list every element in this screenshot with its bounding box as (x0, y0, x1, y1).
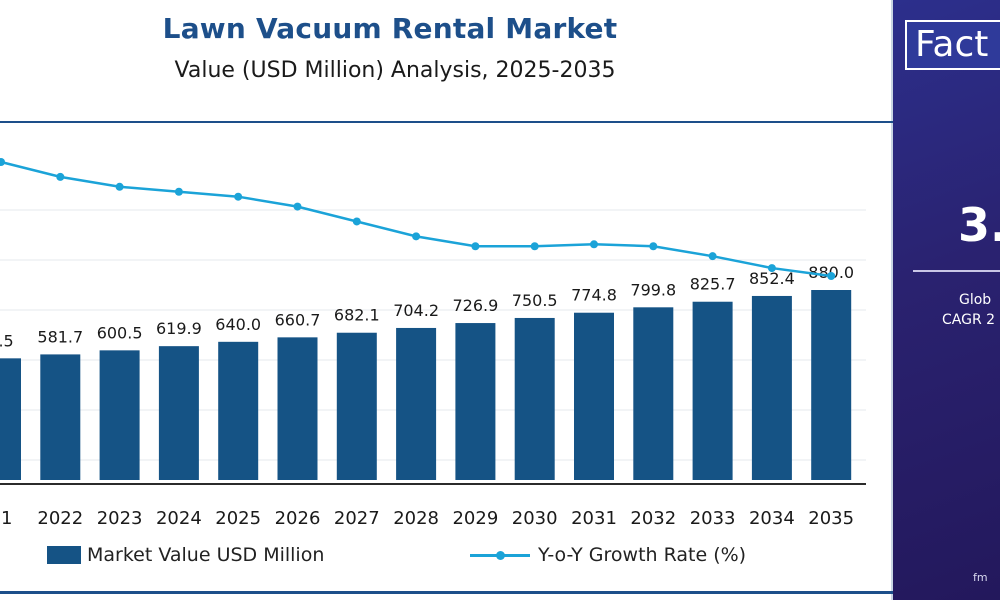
brand-logo: Fact (905, 20, 1000, 70)
brand-side-panel: Fact 3. Glob CAGR 2 fm (893, 0, 1000, 600)
bar-value-label-2032: 799.8 (630, 280, 676, 299)
growth-point-2027 (352, 217, 361, 226)
x-tick-label-2033: 2033 (690, 508, 736, 529)
frame-divider (891, 0, 893, 600)
bar-2030 (514, 317, 555, 480)
bar-2029 (455, 323, 496, 480)
growth-point-2028 (412, 232, 421, 241)
bar-2031 (574, 312, 614, 480)
bar-2032 (633, 307, 674, 480)
x-tick-label-2035: 2035 (808, 508, 854, 529)
bar-value-label-2021: 3.5 (0, 331, 14, 350)
brand-logo-text: Fact (915, 24, 989, 65)
brand-url: fm (973, 571, 988, 584)
bar-2027 (336, 332, 377, 480)
x-tick-label-2028: 2028 (393, 508, 439, 529)
bar-value-label-2024: 619.9 (156, 319, 202, 338)
cagr-value: 3. (958, 198, 1000, 252)
bar-2033 (692, 301, 733, 480)
bottom-rule (0, 591, 893, 594)
bar-2025 (218, 341, 259, 480)
side-divider (913, 270, 1000, 272)
growth-point-2035 (827, 272, 836, 280)
title-rule (0, 121, 893, 123)
x-tick-label-2034: 2034 (749, 508, 795, 529)
x-tick-label-2027: 2027 (334, 508, 380, 529)
bar-value-label-2026: 660.7 (275, 310, 321, 329)
x-tick-label-2031: 2031 (571, 508, 617, 529)
x-tick-label-2030: 2030 (512, 508, 558, 529)
x-tick-label-2024: 2024 (156, 508, 202, 529)
growth-point-2032 (649, 242, 658, 251)
x-tick-label-2026: 2026 (275, 508, 321, 529)
bar-value-label-2034: 852.4 (749, 269, 795, 288)
chart-frame (0, 0, 893, 600)
legend-item-growth-rate: Y-o-Y Growth Rate (%) (470, 540, 746, 570)
growth-point-2026 (293, 202, 302, 211)
bar-2034 (751, 295, 792, 480)
legend-label-market-value: Market Value USD Million (87, 544, 325, 566)
bar-value-label-2025: 640.0 (215, 315, 261, 334)
growth-point-2030 (530, 242, 539, 251)
chart-title: Lawn Vacuum Rental Market (162, 12, 618, 45)
bar-value-label-2033: 825.7 (690, 275, 736, 294)
legend-bar-swatch (47, 546, 81, 564)
growth-point-2025 (234, 192, 243, 201)
x-tick-label-2023: 2023 (97, 508, 143, 529)
bar-value-label-2029: 726.9 (452, 296, 498, 315)
growth-point-2033 (708, 252, 717, 261)
bar-2024 (158, 346, 199, 480)
bar-value-label-2023: 600.5 (97, 323, 143, 342)
legend-label-growth-rate: Y-o-Y Growth Rate (%) (538, 544, 747, 566)
growth-point-2024 (174, 187, 183, 196)
bar-2023 (99, 350, 140, 480)
x-tick-label-2021: 21 (0, 508, 12, 529)
bar-2026 (277, 337, 318, 480)
bar-2021 (0, 358, 21, 480)
x-tick-label-2029: 2029 (452, 508, 498, 529)
chart-subtitle: Value (USD Million) Analysis, 2025-2035 (174, 58, 616, 83)
bar-2028 (396, 327, 437, 480)
growth-point-2022 (56, 172, 65, 181)
chart-plot: 3.5 581.7 600.5 619.9 640.0 660.7 682.1 704.2 72… (0, 158, 866, 529)
growth-rate-line (0, 160, 832, 278)
bar-value-label-2031: 774.8 (571, 286, 617, 305)
bar-value-label-2030: 750.5 (512, 291, 558, 310)
growth-point-2034 (767, 264, 776, 273)
bar-2035 (811, 290, 852, 480)
bar-value-label-2028: 704.2 (393, 301, 439, 320)
cagr-label-line1: Glob (959, 292, 992, 308)
x-tick-label-2022: 2022 (37, 508, 83, 529)
growth-point-2021 (0, 158, 5, 166)
x-tick-label-2025: 2025 (215, 508, 261, 529)
bar-value-label-2027: 682.1 (334, 306, 380, 325)
legend-item-market-value: Market Value USD Million (47, 540, 324, 570)
growth-point-2031 (590, 240, 598, 249)
bar-value-label-2022: 581.7 (37, 327, 83, 346)
bar-2022 (40, 354, 81, 480)
growth-point-2029 (471, 242, 480, 251)
cagr-label-line2: CAGR 2 (942, 312, 996, 328)
legend-line-swatch (470, 546, 530, 564)
x-tick-label-2032: 2032 (630, 508, 676, 529)
growth-point-2023 (115, 182, 124, 191)
